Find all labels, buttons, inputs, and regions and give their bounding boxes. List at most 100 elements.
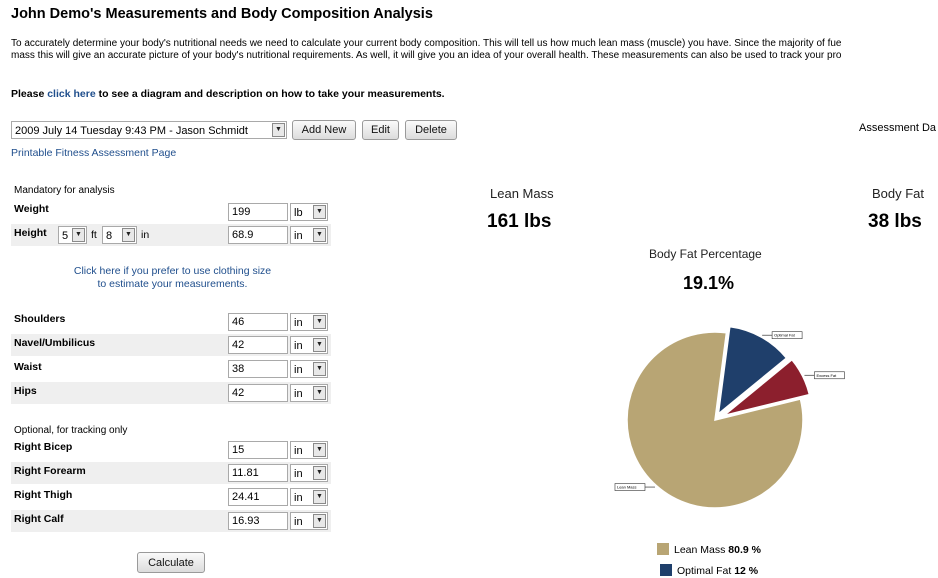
weight-row: Weight 199 lb ▼: [11, 200, 331, 222]
chevron-down-icon[interactable]: ▼: [313, 205, 326, 219]
body-fat-label: Body Fat: [872, 186, 925, 201]
right-calf-label: Right Calf: [14, 513, 64, 525]
weight-unit-select[interactable]: lb ▼: [290, 203, 328, 221]
chevron-down-icon[interactable]: ▼: [313, 466, 326, 480]
legend-lean-mass-value: 80.9 %: [728, 544, 761, 556]
right-bicep-unit-select[interactable]: in ▼: [290, 441, 328, 459]
hips-unit-select[interactable]: in ▼: [290, 384, 328, 402]
waist-unit-select[interactable]: in ▼: [290, 360, 328, 378]
body-fat-value: 38 lbs: [868, 211, 922, 232]
right-calf-input[interactable]: 16.93: [228, 512, 288, 530]
calculate-button[interactable]: Calculate: [137, 552, 205, 573]
mandatory-section-label: Mandatory for analysis: [14, 185, 115, 196]
right-thigh-input[interactable]: 24.41: [228, 488, 288, 506]
delete-button[interactable]: Delete: [405, 120, 457, 140]
intro-text: To accurately determine your body's nutr…: [11, 38, 938, 62]
waist-row: Waist 38 in ▼: [11, 358, 331, 380]
printable-assessment-link[interactable]: Printable Fitness Assessment Page: [11, 147, 177, 159]
right-calf-row: Right Calf 16.93 in ▼: [11, 510, 331, 532]
height-inches-value: 8: [106, 230, 113, 242]
chevron-down-icon[interactable]: ▼: [313, 443, 326, 457]
clothing-link-line-2: to estimate your measurements.: [97, 278, 248, 290]
right-thigh-unit-select[interactable]: in ▼: [290, 488, 328, 506]
waist-unit-value: in: [294, 364, 303, 376]
pie-callout-box: [814, 371, 845, 380]
right-calf-unit-select[interactable]: in ▼: [290, 512, 328, 530]
assessment-select[interactable]: 2009 July 14 Tuesday 9:43 PM - Jason Sch…: [11, 121, 287, 139]
pie-slice-excess-fat: [723, 358, 811, 417]
add-new-button[interactable]: Add New: [292, 120, 356, 140]
shoulders-input[interactable]: 46: [228, 313, 288, 331]
right-bicep-input[interactable]: 15: [228, 441, 288, 459]
chevron-down-icon[interactable]: ▼: [313, 514, 326, 528]
body-fat-percentage-value: 19.1%: [683, 273, 735, 293]
right-calf-unit-value: in: [294, 516, 303, 528]
height-feet-select[interactable]: 5 ▼: [58, 226, 87, 244]
chevron-down-icon[interactable]: ▼: [72, 228, 85, 242]
pie-slice-optimal-fat: [717, 325, 788, 416]
measurement-instructions: Please click here to see a diagram and d…: [11, 88, 445, 100]
weight-input[interactable]: 199: [228, 203, 288, 221]
height-input[interactable]: 68.9: [228, 226, 288, 244]
clothing-size-link[interactable]: Click here if you prefer to use clothing…: [40, 265, 305, 291]
body-composition-pie-chart: Lean Mass Optimal Fat Excess Fat: [614, 325, 845, 509]
right-bicep-label: Right Bicep: [14, 441, 73, 453]
hips-label: Hips: [14, 385, 37, 397]
height-row: Height 5 ▼ ft 8 ▼ in 68.9 in ▼: [11, 224, 331, 246]
weight-label: Weight: [14, 203, 49, 215]
shoulders-label: Shoulders: [14, 313, 66, 325]
chevron-down-icon[interactable]: ▼: [313, 228, 326, 242]
intro-line-1: To accurately determine your body's nutr…: [11, 38, 842, 49]
diagram-link[interactable]: click here: [47, 88, 96, 100]
legend-optimal-fat: Optimal Fat 12 %: [660, 564, 758, 577]
height-label: Height: [14, 227, 47, 239]
chevron-down-icon[interactable]: ▼: [313, 362, 326, 376]
right-forearm-unit-select[interactable]: in ▼: [290, 464, 328, 482]
chevron-down-icon[interactable]: ▼: [313, 315, 326, 329]
page-title: John Demo's Measurements and Body Compos…: [11, 6, 433, 22]
lean-mass-value: 161 lbs: [487, 211, 552, 232]
navel-input[interactable]: 42: [228, 336, 288, 354]
pie-callout-label: Optimal Fat: [774, 333, 796, 338]
waist-input[interactable]: 38: [228, 360, 288, 378]
intro-line-2: mass this will give an accurate picture …: [11, 50, 842, 61]
legend-lean-mass: Lean Mass 80.9 %: [657, 543, 761, 556]
please-suffix: to see a diagram and description on how …: [95, 88, 445, 100]
feet-unit-label: ft: [91, 229, 97, 241]
please-prefix: Please: [11, 88, 48, 100]
waist-label: Waist: [14, 361, 42, 373]
pie-callout-box: [771, 331, 803, 340]
legend-lean-mass-name: Lean Mass: [674, 544, 726, 556]
chevron-down-icon[interactable]: ▼: [313, 386, 326, 400]
chevron-down-icon[interactable]: ▼: [313, 490, 326, 504]
clothing-link-line-1: Click here if you prefer to use clothing…: [73, 265, 272, 277]
right-forearm-label: Right Forearm: [14, 465, 86, 477]
lean-mass-label: Lean Mass: [490, 186, 554, 201]
hips-unit-value: in: [294, 388, 303, 400]
assessment-date-label: Assessment Da: [859, 122, 937, 134]
hips-input[interactable]: 42: [228, 384, 288, 402]
pie-callout-label: Excess Fat: [816, 373, 837, 378]
chevron-down-icon[interactable]: ▼: [313, 338, 326, 352]
right-forearm-input[interactable]: 11.81: [228, 464, 288, 482]
height-unit-select[interactable]: in ▼: [290, 226, 328, 244]
edit-button[interactable]: Edit: [362, 120, 399, 140]
height-inches-select[interactable]: 8 ▼: [102, 226, 137, 244]
right-bicep-unit-value: in: [294, 445, 303, 457]
hips-row: Hips 42 in ▼: [11, 382, 331, 404]
weight-unit-value: lb: [294, 207, 303, 219]
right-forearm-row: Right Forearm 11.81 in ▼: [11, 462, 331, 484]
legend-lean-mass-swatch: [657, 543, 669, 555]
right-thigh-label: Right Thigh: [14, 489, 73, 501]
pie-callout-box: [614, 483, 646, 491]
height-feet-value: 5: [62, 230, 69, 242]
navel-unit-value: in: [294, 340, 303, 352]
chevron-down-icon[interactable]: ▼: [272, 123, 285, 137]
navel-unit-select[interactable]: in ▼: [290, 336, 328, 354]
right-thigh-unit-value: in: [294, 492, 303, 504]
right-forearm-unit-value: in: [294, 468, 303, 480]
shoulders-unit-select[interactable]: in ▼: [290, 313, 328, 331]
right-thigh-row: Right Thigh 24.41 in ▼: [11, 486, 331, 508]
chevron-down-icon[interactable]: ▼: [122, 228, 135, 242]
inches-unit-label: in: [141, 229, 150, 241]
